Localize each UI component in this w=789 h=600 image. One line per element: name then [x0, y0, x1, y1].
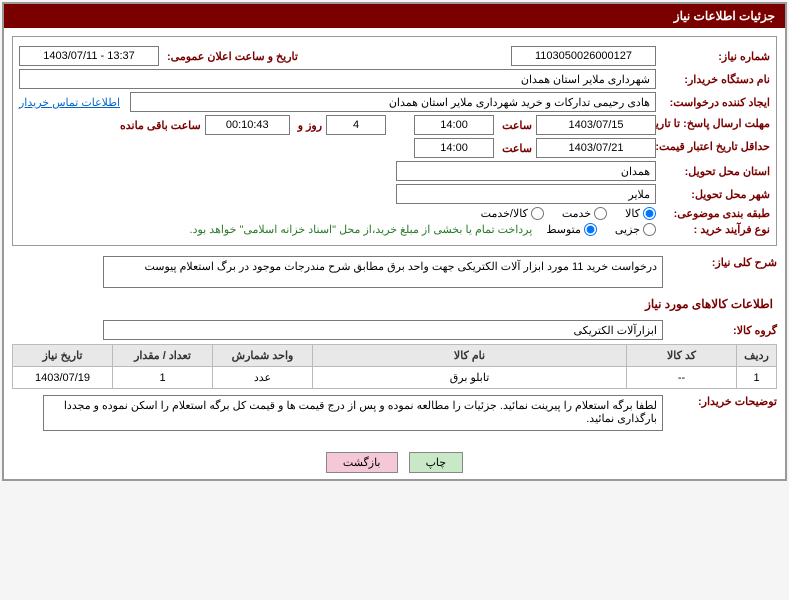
- contact-link[interactable]: اطلاعات تماس خریدار: [19, 96, 120, 109]
- cell-qty: 1: [113, 367, 213, 389]
- province-field: همدان: [396, 161, 656, 181]
- table-row: 1 -- تابلو برق عدد 1 1403/07/19: [13, 367, 777, 389]
- cell-name: تابلو برق: [313, 367, 627, 389]
- th-date: تاریخ نیاز: [13, 345, 113, 367]
- deadline-time-field: 14:00: [414, 115, 494, 135]
- back-button[interactable]: بازگشت: [326, 452, 398, 473]
- days-and-label: روز و: [294, 119, 322, 132]
- deadline-label: مهلت ارسال پاسخ: تا تاریخ:: [660, 118, 770, 131]
- panel-header: جزئیات اطلاعات نیاز: [4, 4, 785, 28]
- radio-goods[interactable]: کالا: [625, 207, 656, 220]
- payment-note: پرداخت تمام یا بخشی از مبلغ خرید،از محل …: [190, 223, 533, 236]
- radio-goods-service[interactable]: کالا/خدمت: [481, 207, 544, 220]
- category-label: طبقه بندی موضوعی:: [660, 207, 770, 220]
- cell-unit: عدد: [213, 367, 313, 389]
- th-row: ردیف: [737, 345, 777, 367]
- cell-code: --: [627, 367, 737, 389]
- validity-time-label: ساعت: [498, 142, 532, 155]
- print-button[interactable]: چاپ: [409, 452, 464, 473]
- validity-label: حداقل تاریخ اعتبار قیمت: تا تاریخ:: [660, 141, 770, 154]
- th-code: کد کالا: [627, 345, 737, 367]
- req-no-label: شماره نیاز:: [660, 50, 770, 63]
- th-unit: واحد شمارش: [213, 345, 313, 367]
- radio-service[interactable]: خدمت: [562, 207, 607, 220]
- announce-label: تاریخ و ساعت اعلان عمومی:: [163, 50, 298, 63]
- radio-medium-input[interactable]: [584, 223, 597, 236]
- city-field: ملایر: [396, 184, 656, 204]
- buyer-notes-field: لطفا برگه استعلام را پیرینت نمائید. جزئی…: [43, 395, 663, 431]
- requester-label: ایجاد کننده درخواست:: [660, 96, 770, 109]
- announce-field: 1403/07/11 - 13:37: [19, 46, 159, 66]
- deadline-time-label: ساعت: [498, 119, 532, 132]
- radio-goods-service-input[interactable]: [531, 207, 544, 220]
- remaining-label: ساعت باقی مانده: [116, 119, 201, 132]
- radio-partial[interactable]: جزیی: [615, 223, 656, 236]
- province-label: استان محل تحویل:: [660, 165, 770, 178]
- cell-row: 1: [737, 367, 777, 389]
- items-table: ردیف کد کالا نام کالا واحد شمارش تعداد /…: [12, 344, 777, 389]
- radio-goods-input[interactable]: [643, 207, 656, 220]
- table-header-row: ردیف کد کالا نام کالا واحد شمارش تعداد /…: [13, 345, 777, 367]
- days-remaining-field: 4: [326, 115, 386, 135]
- cell-date: 1403/07/19: [13, 367, 113, 389]
- countdown-field: 00:10:43: [205, 115, 290, 135]
- deadline-date-field: 1403/07/15: [536, 115, 656, 135]
- desc-field: درخواست خرید 11 مورد ابزار آلات الکتریکی…: [103, 256, 663, 288]
- requester-field: هادی رحیمی تدارکات و خرید شهرداری ملایر …: [130, 92, 656, 112]
- items-section-title: اطلاعات کالاهای مورد نیاز: [12, 291, 777, 317]
- radio-medium[interactable]: متوسط: [546, 223, 597, 236]
- th-qty: تعداد / مقدار: [113, 345, 213, 367]
- th-name: نام کالا: [313, 345, 627, 367]
- desc-label: شرح کلی نیاز:: [667, 256, 777, 269]
- buyer-org-field: شهرداری ملایر استان همدان: [19, 69, 656, 89]
- buyer-notes-label: توضیحات خریدار:: [667, 395, 777, 408]
- details-box: شماره نیاز: 1103050026000127 تاریخ و ساع…: [12, 36, 777, 246]
- req-no-field: 1103050026000127: [511, 46, 656, 66]
- group-label: گروه کالا:: [667, 324, 777, 337]
- buyer-org-label: نام دستگاه خریدار:: [660, 73, 770, 86]
- radio-service-input[interactable]: [594, 207, 607, 220]
- process-label: نوع فرآیند خرید :: [660, 223, 770, 236]
- button-row: چاپ بازگشت: [4, 442, 785, 479]
- city-label: شهر محل تحویل:: [660, 188, 770, 201]
- group-field: ابزارآلات الکتریکی: [103, 320, 663, 340]
- validity-date-field: 1403/07/21: [536, 138, 656, 158]
- radio-partial-input[interactable]: [643, 223, 656, 236]
- validity-time-field: 14:00: [414, 138, 494, 158]
- main-frame: جزئیات اطلاعات نیاز شماره نیاز: 11030500…: [2, 2, 787, 481]
